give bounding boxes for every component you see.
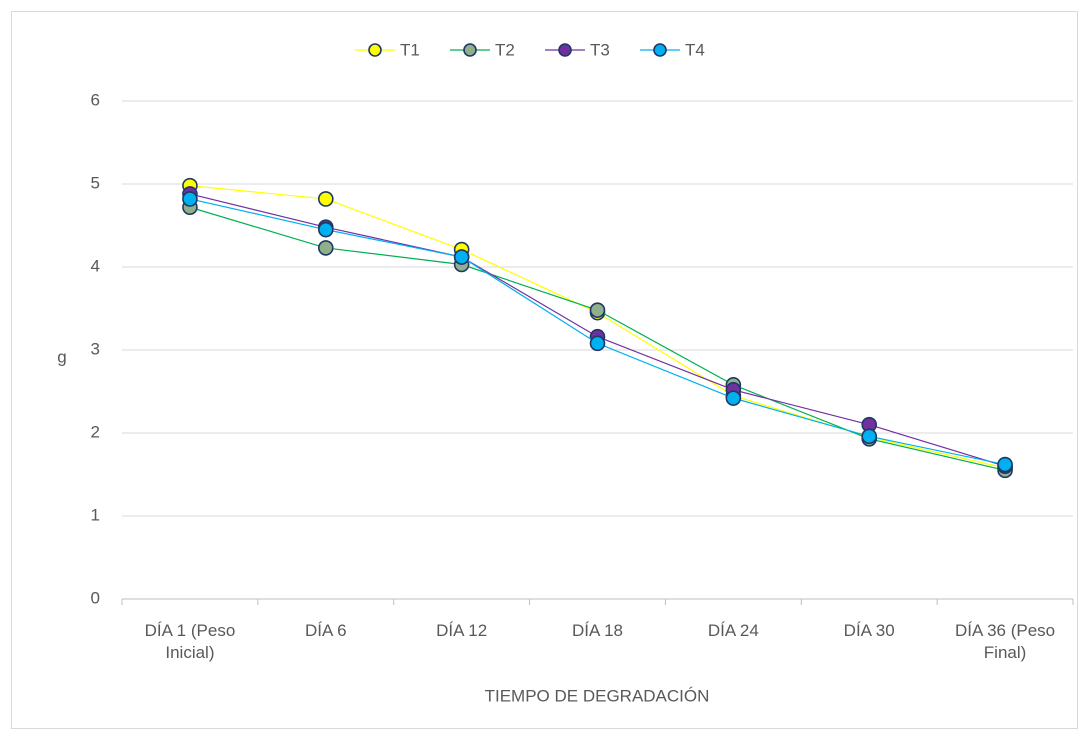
legend-label: T2: [495, 40, 515, 59]
y-tick-label: 2: [91, 422, 100, 441]
marker: [453, 249, 470, 265]
y-tick-label: 4: [91, 256, 100, 275]
marker: [182, 191, 198, 207]
marker: [589, 302, 606, 318]
y-tick-label: 0: [91, 588, 100, 607]
legend-label: T1: [400, 40, 420, 59]
y-axis-label: g: [57, 347, 66, 366]
legend-label: T3: [590, 40, 610, 59]
y-tick-label: 5: [91, 173, 100, 192]
marker: [861, 428, 878, 445]
chart-border: [11, 11, 1078, 729]
marker: [317, 191, 334, 207]
x-tick-label: DÍA 18: [571, 621, 624, 640]
legend-label: T4: [685, 40, 705, 59]
legend-marker: [558, 43, 572, 57]
y-tick-label: 3: [91, 339, 100, 358]
marker: [317, 240, 334, 256]
x-tick-label: DÍA 1 (Peso Inicial): [144, 621, 236, 662]
x-tick-label: DÍA 6: [304, 621, 347, 640]
x-tick-label: DÍA 24: [707, 621, 759, 640]
y-tick-label: 6: [91, 90, 100, 109]
x-tick-label: DÍA 30: [843, 621, 895, 640]
x-tick-label: DÍA 12: [436, 621, 488, 640]
legend-marker: [653, 43, 667, 57]
marker: [997, 456, 1013, 473]
x-axis-label: TIEMPO DE DEGRADACIÓN: [485, 686, 710, 705]
legend-marker: [368, 43, 382, 57]
x-tick-label: DÍA 36 (Peso Final): [954, 621, 1056, 662]
marker: [589, 335, 606, 352]
marker: [317, 221, 334, 238]
y-tick-label: 1: [91, 505, 100, 524]
legend-marker: [463, 43, 477, 57]
marker: [725, 390, 742, 406]
